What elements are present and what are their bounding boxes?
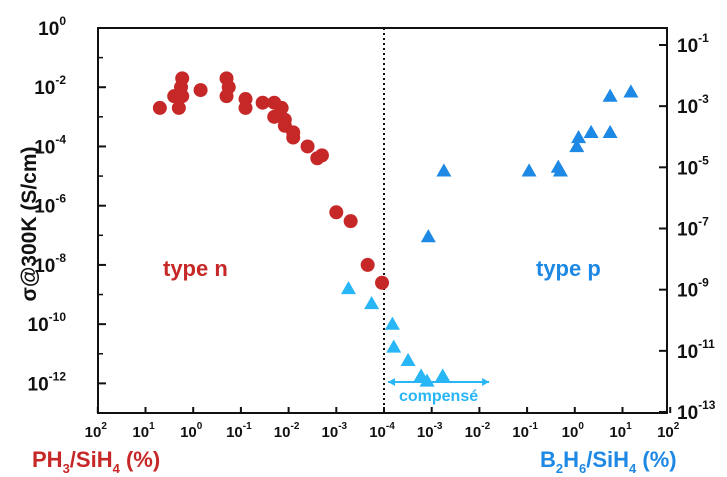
compense-label: compensé xyxy=(399,388,478,405)
point-n-26 xyxy=(375,276,389,290)
y-right-tick-label: 10-7 xyxy=(677,215,709,241)
point-p-2 xyxy=(522,163,537,176)
point-n-22 xyxy=(315,148,329,162)
axis-ticks: 10010-210-410-610-810-1010-1210-110-310-… xyxy=(28,14,716,441)
point-n-0 xyxy=(153,101,167,115)
point-n-19 xyxy=(286,131,300,145)
compense-arrow-left xyxy=(388,378,395,386)
x-left-tick-label: 10-4 xyxy=(369,421,395,441)
x-right-tick-label: 100 xyxy=(562,421,585,441)
x-axis-label-b2h6: B2H6/SiH4 (%) xyxy=(540,447,677,476)
point-n-20 xyxy=(301,139,315,153)
y-right-tick-label: 10-13 xyxy=(677,398,716,424)
type-n-label: type n xyxy=(163,256,228,281)
point-compense-3 xyxy=(386,339,401,352)
y-left-tick-label: 10-12 xyxy=(28,369,67,395)
x-left-tick-label: 10-3 xyxy=(322,421,348,441)
y-right-tick-label: 10-9 xyxy=(677,276,709,302)
point-n-6 xyxy=(194,83,208,97)
data-points xyxy=(153,71,639,386)
point-p-6 xyxy=(571,130,586,143)
x-left-tick-label: 102 xyxy=(85,421,108,441)
point-n-25 xyxy=(361,258,375,272)
y-right-tick-label: 10-3 xyxy=(677,92,709,118)
x-left-tick-label: 100 xyxy=(180,421,203,441)
point-p-9 xyxy=(603,89,618,102)
point-compense-7 xyxy=(435,368,450,381)
point-compense-2 xyxy=(385,317,400,330)
point-p-1 xyxy=(421,229,436,242)
point-n-23 xyxy=(329,205,343,219)
point-compense-4 xyxy=(401,353,416,366)
y-axis-label: σ@300K (S/cm) xyxy=(18,146,41,301)
point-n-15 xyxy=(275,101,289,115)
y-right-tick-label: 10-5 xyxy=(677,153,709,179)
point-compense-1 xyxy=(364,296,379,309)
point-n-11 xyxy=(239,101,253,115)
point-p-10 xyxy=(623,84,638,97)
point-n-24 xyxy=(344,214,358,228)
point-compense-0 xyxy=(341,281,356,294)
point-p-7 xyxy=(584,125,599,138)
x-axis-label-ph3: PH3/SiH4 (%) xyxy=(32,447,160,476)
x-right-tick-label: 10-1 xyxy=(512,421,538,441)
y-left-tick-label: 10-2 xyxy=(34,73,66,99)
x-left-tick-label: 10-1 xyxy=(226,421,252,441)
x-left-tick-label: 101 xyxy=(132,421,155,441)
x-right-tick-label: 10-3 xyxy=(417,421,443,441)
y-left-tick-label: 10-10 xyxy=(28,310,67,336)
y-right-tick-label: 10-11 xyxy=(677,337,715,363)
compense-arrow-right xyxy=(482,378,489,386)
type-p-label: type p xyxy=(536,256,601,281)
x-right-tick-label: 101 xyxy=(609,421,632,441)
point-n-4 xyxy=(175,71,189,85)
x-left-tick-label: 10-2 xyxy=(274,421,300,441)
y-left-tick-label: 100 xyxy=(38,14,66,40)
y-right-tick-label: 10-1 xyxy=(677,31,709,57)
point-p-8 xyxy=(603,125,618,138)
point-p-0 xyxy=(436,163,451,176)
x-right-tick-label: 102 xyxy=(657,421,680,441)
x-right-tick-label: 10-2 xyxy=(465,421,491,441)
point-n-9 xyxy=(222,80,236,94)
point-n-5 xyxy=(175,89,189,103)
point-n-2 xyxy=(172,101,186,115)
